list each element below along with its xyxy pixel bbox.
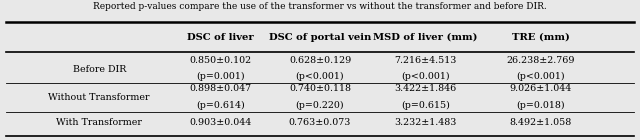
Text: Before DIR: Before DIR — [72, 65, 126, 74]
Text: 0.740±0.118: 0.740±0.118 — [289, 84, 351, 93]
Text: MSD of liver (mm): MSD of liver (mm) — [373, 33, 478, 42]
Text: 0.763±0.073: 0.763±0.073 — [289, 118, 351, 127]
Text: (p=0.001): (p=0.001) — [196, 72, 245, 81]
Text: 26.238±2.769: 26.238±2.769 — [506, 56, 575, 65]
Text: (p<0.001): (p<0.001) — [296, 72, 344, 81]
Text: 0.898±0.047: 0.898±0.047 — [189, 84, 252, 93]
Text: (p=0.018): (p=0.018) — [516, 101, 565, 110]
Text: (p<0.001): (p<0.001) — [516, 72, 565, 81]
Text: 0.903±0.044: 0.903±0.044 — [189, 118, 252, 127]
Text: 8.492±1.058: 8.492±1.058 — [509, 118, 572, 127]
Text: (p=0.614): (p=0.614) — [196, 101, 245, 110]
Text: TRE (mm): TRE (mm) — [512, 33, 570, 42]
Text: (p<0.001): (p<0.001) — [401, 72, 450, 81]
Text: 7.216±4.513: 7.216±4.513 — [394, 56, 457, 65]
Text: DSC of liver: DSC of liver — [188, 33, 254, 42]
Text: 0.628±0.129: 0.628±0.129 — [289, 56, 351, 65]
Text: Without Transformer: Without Transformer — [49, 93, 150, 102]
Text: Reported p-values compare the use of the transformer vs without the transformer : Reported p-values compare the use of the… — [93, 2, 547, 11]
Text: 3.422±1.846: 3.422±1.846 — [394, 84, 457, 93]
Text: 3.232±1.483: 3.232±1.483 — [394, 118, 457, 127]
Text: With Transformer: With Transformer — [56, 118, 142, 127]
Text: DSC of portal vein: DSC of portal vein — [269, 33, 371, 42]
Text: (p=0.615): (p=0.615) — [401, 101, 450, 110]
Text: 0.850±0.102: 0.850±0.102 — [189, 56, 252, 65]
Text: (p=0.220): (p=0.220) — [296, 101, 344, 110]
Text: 9.026±1.044: 9.026±1.044 — [509, 84, 572, 93]
